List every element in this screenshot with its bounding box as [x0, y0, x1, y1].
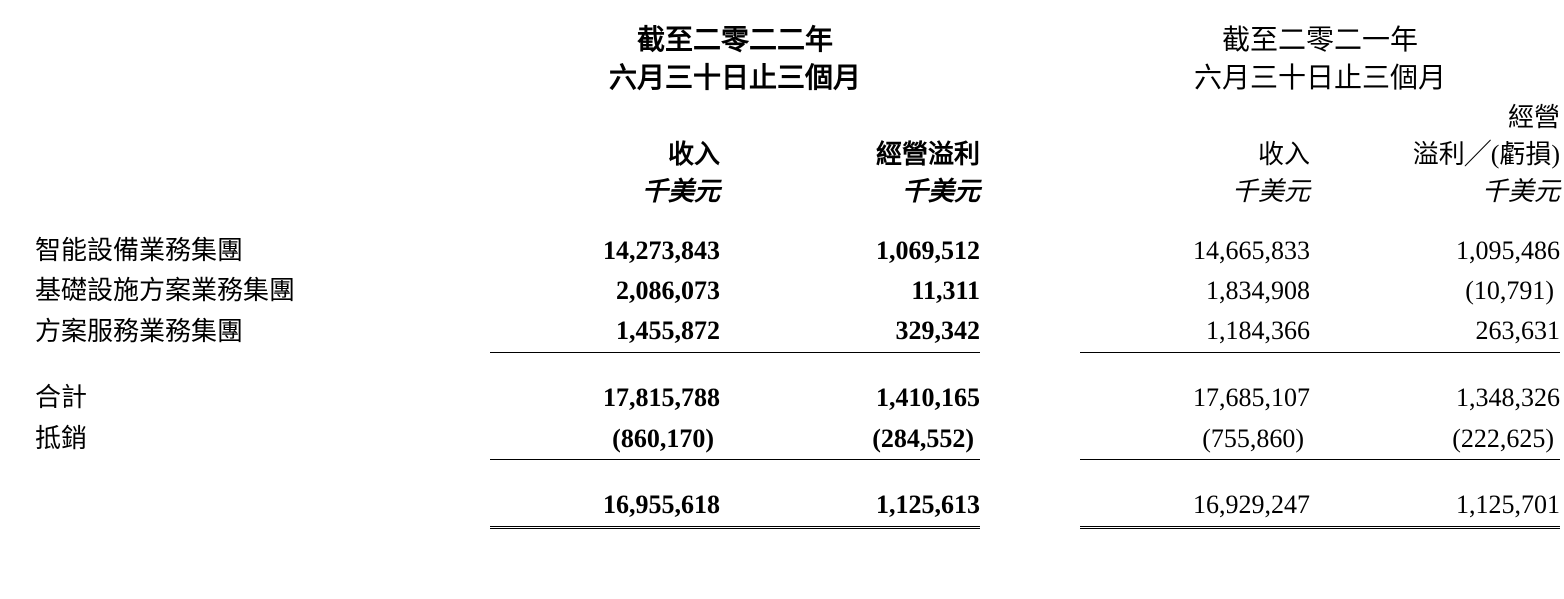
cell-value: 263,631 [1310, 311, 1560, 352]
cell-value: 14,665,833 [1080, 231, 1310, 271]
period-2021-header: 截至二零二一年 六月三十日止三個月 [1080, 22, 1560, 100]
unit-2021-op: 千美元 [1310, 174, 1560, 231]
column-sublabel-upper-row: 經營 [35, 100, 1560, 137]
cell-value: (10,791) [1310, 271, 1560, 311]
cell-value: 329,342 [720, 311, 980, 352]
cell-value: 1,125,701 [1310, 485, 1560, 527]
unit-2022-rev: 千美元 [490, 174, 720, 231]
table-row: 基礎設施方案業務集團 2,086,073 11,311 1,834,908 (1… [35, 271, 1560, 311]
period-2022-header: 截至二零二二年 六月三十日止三個月 [490, 22, 980, 100]
cell-value: 11,311 [720, 271, 980, 311]
col-2021-op-l1: 經營 [1310, 100, 1560, 137]
cell-value: 1,834,908 [1080, 271, 1310, 311]
table-row: 智能設備業務集團 14,273,843 1,069,512 14,665,833… [35, 231, 1560, 271]
table-row: 方案服務業務集團 1,455,872 329,342 1,184,366 263… [35, 311, 1560, 352]
period-2022-line2: 六月三十日止三個月 [609, 63, 861, 94]
cell-value: 17,815,788 [490, 378, 720, 418]
total-row: 16,955,618 1,125,613 16,929,247 1,125,70… [35, 485, 1560, 527]
col-2021-rev: 收入 [1080, 137, 1310, 174]
cell-value: 1,069,512 [720, 231, 980, 271]
cell-value: 16,929,247 [1080, 485, 1310, 527]
cell-value: 1,184,366 [1080, 311, 1310, 352]
col-2022-op: 經營溢利 [720, 137, 980, 174]
cell-value: (284,552) [720, 419, 980, 460]
row-label: 智能設備業務集團 [35, 231, 490, 271]
cell-value: 1,125,613 [720, 485, 980, 527]
unit-2021-rev: 千美元 [1080, 174, 1310, 231]
column-sublabel-row: 收入 經營溢利 收入 溢利╱(虧損) [35, 137, 1560, 174]
elimination-row: 抵銷 (860,170) (284,552) (755,860) (222,62… [35, 419, 1560, 460]
cell-value: 1,095,486 [1310, 231, 1560, 271]
cell-value: 16,955,618 [490, 485, 720, 527]
cell-value: (755,860) [1080, 419, 1310, 460]
period-2022-line1: 截至二零二二年 [637, 25, 833, 56]
unit-row: 千美元 千美元 千美元 千美元 [35, 174, 1560, 231]
period-2021-line1: 截至二零二一年 [1222, 25, 1418, 56]
col-2022-rev: 收入 [490, 137, 720, 174]
cell-value: 14,273,843 [490, 231, 720, 271]
subtotal-row: 合計 17,815,788 1,410,165 17,685,107 1,348… [35, 378, 1560, 418]
segment-financials-table: 截至二零二二年 六月三十日止三個月 截至二零二一年 六月三十日止三個月 經營 收… [35, 22, 1560, 529]
col-2021-op-l2: 溢利╱(虧損) [1310, 137, 1560, 174]
row-label: 方案服務業務集團 [35, 311, 490, 352]
unit-2022-op: 千美元 [720, 174, 980, 231]
row-label: 合計 [35, 378, 490, 418]
row-label: 基礎設施方案業務集團 [35, 271, 490, 311]
cell-value: (222,625) [1310, 419, 1560, 460]
cell-value: 1,410,165 [720, 378, 980, 418]
cell-value: 1,455,872 [490, 311, 720, 352]
row-label: 抵銷 [35, 419, 490, 460]
cell-value: 17,685,107 [1080, 378, 1310, 418]
period-header-row: 截至二零二二年 六月三十日止三個月 截至二零二一年 六月三十日止三個月 [35, 22, 1560, 100]
cell-value: 1,348,326 [1310, 378, 1560, 418]
period-2021-line2: 六月三十日止三個月 [1194, 63, 1446, 94]
cell-value: (860,170) [490, 419, 720, 460]
cell-value: 2,086,073 [490, 271, 720, 311]
